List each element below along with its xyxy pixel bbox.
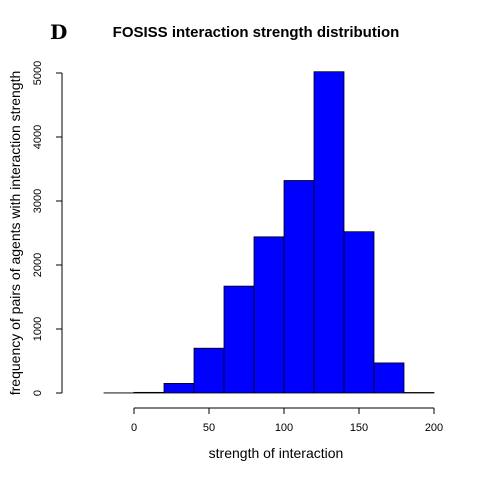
histogram-bar (163, 382, 195, 394)
histogram-bar (343, 231, 375, 394)
x-tick-label: 100 (275, 422, 293, 434)
y-axis-title: frequency of pairs of agents with intera… (7, 71, 23, 396)
histogram-bar (133, 391, 165, 394)
histogram-bar (253, 236, 285, 394)
y-axis: 0 1000 2000 3000 4000 5000 (32, 61, 63, 396)
y-tick-label: 0 (32, 390, 44, 396)
y-tick-label: 4000 (32, 125, 44, 149)
x-axis-title: strength of interaction (209, 445, 344, 461)
y-tick-label: 2000 (32, 253, 44, 277)
histogram-bar (283, 180, 315, 394)
y-tick-label: 1000 (32, 317, 44, 341)
y-tick-label: 3000 (32, 189, 44, 213)
bars-group (103, 71, 435, 394)
x-tick-label: 0 (131, 422, 137, 434)
histogram-bar (403, 392, 435, 394)
histogram-bar (193, 347, 225, 394)
x-axis: 0 50 100 150 200 (131, 407, 443, 434)
chart-title: FOSISS interaction strength distribution (113, 24, 400, 41)
panel-label: D (50, 20, 67, 44)
histogram-bar (373, 362, 405, 394)
x-tick-label: 50 (203, 422, 215, 434)
histogram-bar (313, 71, 345, 394)
x-tick-label: 200 (425, 422, 443, 434)
x-tick-label: 150 (350, 422, 368, 434)
histogram-bar (223, 285, 255, 394)
y-tick-label: 5000 (32, 61, 44, 85)
